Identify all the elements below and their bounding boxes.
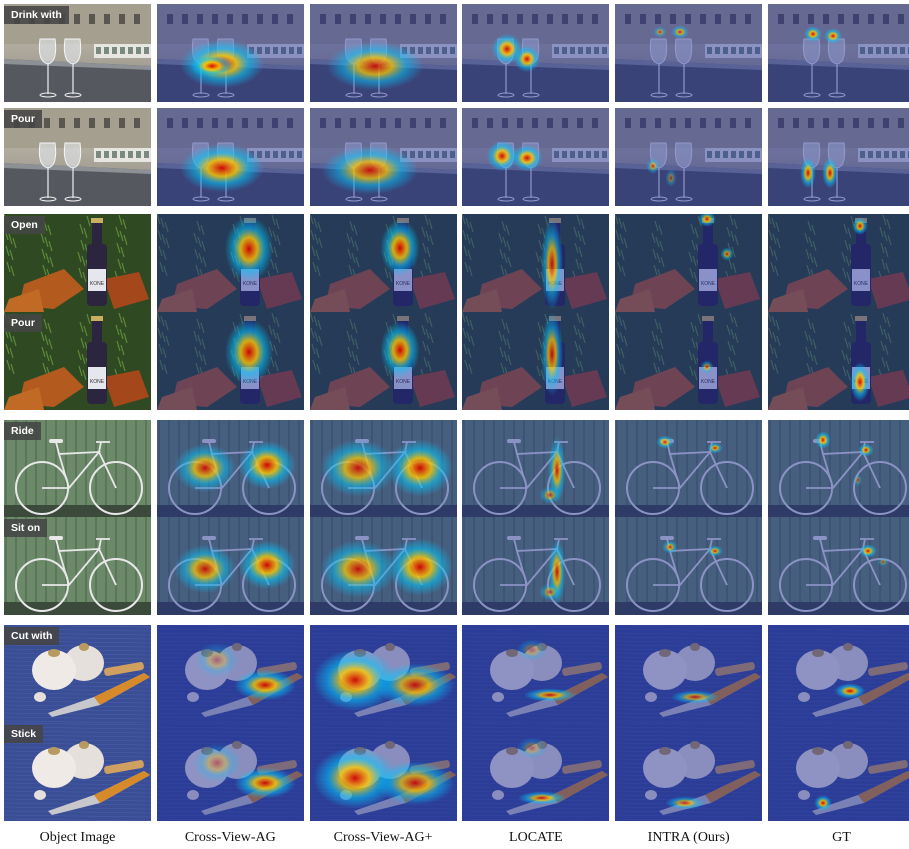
object-image: Sit on (4, 517, 151, 615)
action-label: Pour (4, 110, 42, 128)
heatmap-image (615, 420, 763, 518)
heatmap-image: KONE (156, 214, 304, 312)
heatmap-image (309, 723, 457, 821)
heatmap-image (615, 108, 763, 206)
svg-text:KONE: KONE (854, 281, 869, 287)
column-label: Cross-View-AG (184, 830, 276, 845)
object-image: Stick (4, 723, 151, 821)
action-label: Sit on (4, 519, 48, 537)
heatmap-image (615, 625, 763, 723)
heatmap-image (309, 4, 457, 102)
heatmap-image (309, 517, 457, 615)
heatmap-image: KONE (462, 312, 610, 410)
action-label: Stick (4, 725, 44, 743)
heatmap-image: KONE (615, 312, 763, 410)
action-label: Ride (4, 422, 41, 440)
heatmap-image: KONE (615, 214, 763, 312)
heatmap-image (309, 420, 457, 518)
heatmap-image: KONE (768, 214, 909, 312)
column-label: INTRA (Ours) (647, 830, 730, 845)
column-label: GT (832, 830, 851, 845)
svg-text:KONE: KONE (701, 379, 716, 385)
column-labels: Object Image Cross-View-AG Cross-View-AG+ L… (4, 828, 905, 848)
affordance-comparison-grid: Drink with (4, 4, 909, 823)
heatmap-image (768, 4, 909, 102)
heatmap-image (768, 420, 909, 518)
heatmap-image (768, 723, 909, 821)
column-label: LOCATE (509, 830, 563, 845)
object-image: Drink with (4, 4, 151, 102)
heatmap-image (156, 4, 304, 102)
action-label: Drink with (4, 6, 69, 24)
heatmap-image (462, 625, 610, 723)
svg-text:KONE: KONE (90, 379, 105, 385)
action-label: Open (4, 216, 45, 234)
svg-text:KONE: KONE (243, 281, 258, 287)
heatmap-image (156, 108, 304, 206)
heatmap-image (309, 108, 457, 206)
heatmap-image (156, 420, 304, 518)
heatmap-image (156, 517, 304, 615)
heatmap-image (462, 517, 610, 615)
svg-text:KONE: KONE (396, 379, 411, 385)
object-image: KONE Open (4, 214, 151, 312)
object-image: KONE Pour (4, 312, 151, 410)
heatmap-image: KONE (462, 214, 610, 312)
heatmap-image (615, 723, 763, 821)
object-image: Ride (4, 420, 151, 518)
heatmap-image: KONE (309, 214, 457, 312)
heatmap-image (309, 625, 457, 723)
heatmap-image (462, 420, 610, 518)
heatmap-image: KONE (156, 312, 304, 410)
column-label: Object Image (39, 830, 116, 845)
object-image: Cut with (4, 625, 151, 723)
svg-text:KONE: KONE (701, 281, 716, 287)
heatmap-image (768, 517, 909, 615)
heatmap-image (768, 625, 909, 723)
action-label: Pour (4, 314, 42, 332)
svg-text:KONE: KONE (396, 281, 411, 287)
action-label: Cut with (4, 627, 60, 645)
object-image: Pour (4, 108, 151, 206)
heatmap-image (156, 723, 304, 821)
heatmap-image (462, 4, 610, 102)
heatmap-image (768, 108, 909, 206)
heatmap-image: KONE (768, 312, 909, 410)
svg-text:KONE: KONE (90, 281, 105, 287)
heatmap-image (615, 517, 763, 615)
heatmap-image (156, 625, 304, 723)
heatmap-image: KONE (309, 312, 457, 410)
column-label: Cross-View-AG+ (333, 830, 433, 845)
heatmap-image (462, 723, 610, 821)
heatmap-image (615, 4, 763, 102)
heatmap-image (462, 108, 610, 206)
